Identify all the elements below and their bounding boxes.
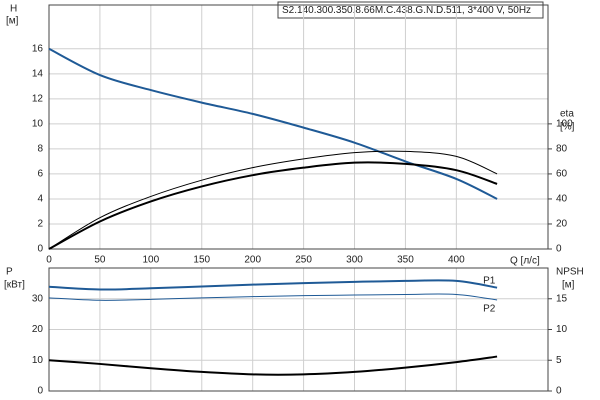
y2-tick-label: 20 [556, 219, 568, 230]
x-axis-label: Q [л/с] [510, 256, 540, 267]
y-axis-label: P [6, 267, 13, 278]
y2-tick-label: 5 [556, 355, 562, 366]
curve [48, 161, 498, 250]
y2-tick-label: 0 [556, 386, 562, 397]
y2-tick-label: 40 [556, 194, 568, 205]
y2-axis-unit: [%] [560, 122, 575, 133]
title-box [277, 1, 544, 19]
y-tick-label: 12 [32, 93, 44, 104]
x-tick-label: 200 [244, 255, 261, 266]
curve [48, 279, 498, 291]
y-tick-label: 30 [32, 293, 44, 304]
curve [48, 355, 498, 376]
y-tick-label: 10 [32, 119, 44, 130]
y2-tick-label: 100 [556, 119, 573, 130]
x-tick-label: 400 [448, 255, 465, 266]
x-tick-label: 0 [46, 255, 52, 266]
series-label: P1 [483, 275, 496, 286]
x-tick-label: 100 [142, 255, 159, 266]
y2-tick-label: 15 [556, 293, 568, 304]
plot-frame [48, 4, 549, 250]
x-tick-label: 350 [397, 255, 414, 266]
y-tick-label: 0 [37, 244, 43, 255]
curve [48, 150, 498, 250]
curve [48, 47, 498, 200]
y2-tick-label: 60 [556, 169, 568, 180]
y-axis-unit: [м] [6, 16, 19, 27]
y-tick-label: 10 [32, 355, 44, 366]
x-tick-label: 250 [295, 255, 312, 266]
y2-axis-label: NPSH [556, 267, 584, 278]
curve [48, 293, 498, 301]
y-tick-label: 2 [37, 219, 43, 230]
y2-tick-label: 0 [556, 244, 562, 255]
y-tick-label: 4 [37, 194, 43, 205]
y-tick-label: 0 [37, 386, 43, 397]
y2-axis-unit: [м] [562, 280, 575, 291]
chart-title: S2.140.300.350.8.66M.C.438.G.N.D.511, 3*… [282, 5, 531, 16]
y2-tick-label: 80 [556, 144, 568, 155]
y-axis-unit: [кВт] [4, 280, 25, 291]
plot-frame [48, 267, 549, 392]
y-tick-label: 8 [37, 144, 43, 155]
y-tick-label: 20 [32, 324, 44, 335]
x-tick-label: 50 [94, 255, 106, 266]
x-tick-label: 300 [346, 255, 363, 266]
y2-axis-label: eta [560, 109, 574, 120]
series-label: P2 [483, 304, 496, 315]
x-tick-label: 150 [193, 255, 210, 266]
y-tick-label: 14 [32, 68, 44, 79]
y-tick-label: 6 [37, 169, 43, 180]
y-tick-label: 16 [32, 43, 44, 54]
y-axis-label: H [10, 4, 17, 15]
y2-tick-label: 10 [556, 324, 568, 335]
